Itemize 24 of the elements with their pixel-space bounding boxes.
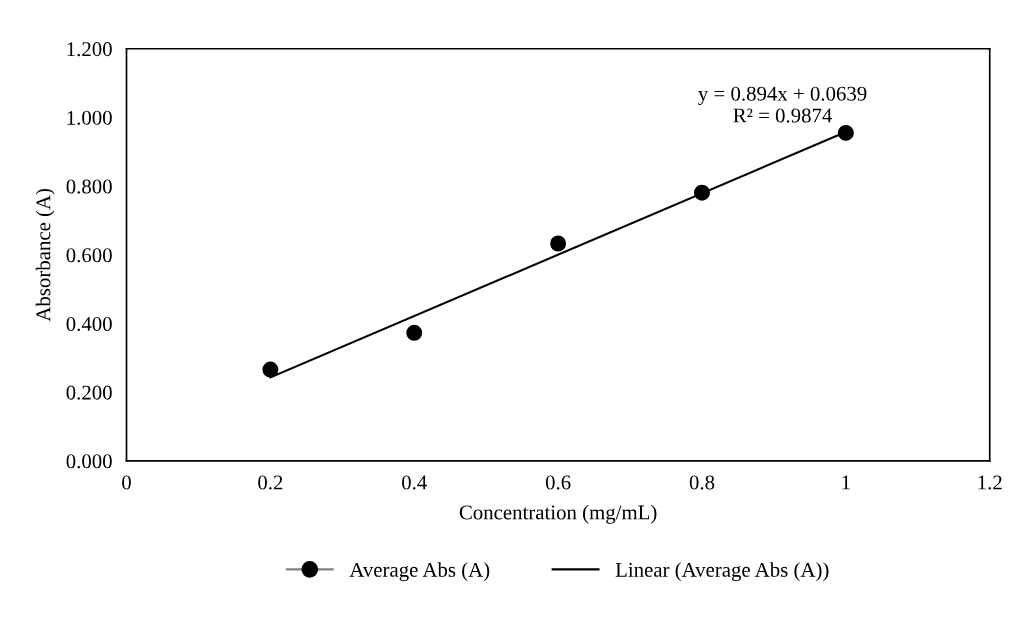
x-tick-label: 1	[842, 475, 850, 490]
point	[837, 124, 854, 141]
legend-label: Linear (Average Abs (A))	[615, 562, 829, 582]
y-tick-label: 0.200	[66, 385, 112, 400]
y-tick-label: 0.400	[66, 316, 112, 332]
x-tick-label: 0.8	[689, 475, 715, 490]
y-tick-label: 1.000	[67, 110, 112, 125]
legend-label: Average Abs (A)	[349, 562, 490, 582]
annotation: y = 0.894x + 0.0639 R² = 0.9874	[698, 86, 867, 123]
y-tick-label: 0.000	[66, 454, 112, 469]
y-axis-title: Absorbance (A)	[35, 188, 55, 322]
x-axis-title: Concentration (mg/mL)	[459, 504, 657, 524]
y-tick-label: 1.200	[67, 42, 112, 57]
x-tick-label: 0.4	[402, 475, 427, 490]
point	[694, 184, 710, 201]
x-tick-label: 0.6	[545, 475, 571, 490]
point	[406, 324, 423, 341]
point	[262, 361, 279, 378]
x-tick-label: 0.2	[258, 475, 283, 490]
x-tick-label: 0	[122, 475, 131, 490]
y-tick-label: 0.800	[66, 179, 112, 194]
x-tick-label: 1.2	[978, 475, 1002, 490]
y-tick-label: 0.600	[66, 248, 112, 263]
point	[550, 235, 567, 252]
